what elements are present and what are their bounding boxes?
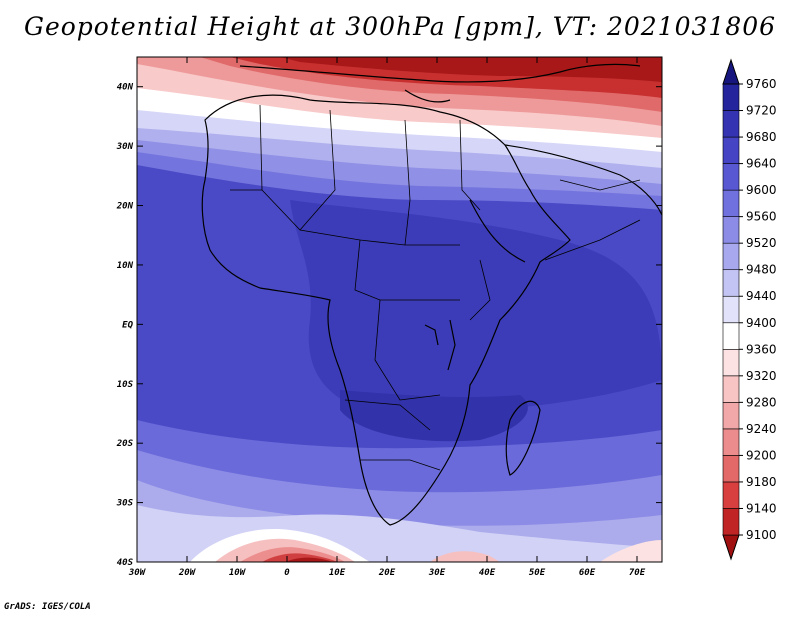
lat-tick-label: 30N <box>116 142 134 152</box>
colorbar-label: 9760 <box>746 77 777 91</box>
colorbar-label: 9680 <box>746 130 777 144</box>
map-frame <box>136 56 663 563</box>
colorbar-segment <box>722 136 740 164</box>
colorbar-label: 9400 <box>746 316 777 330</box>
colorbar-segment <box>722 402 740 430</box>
lat-tick-label: 10N <box>117 261 134 271</box>
colorbar-segment <box>722 83 740 111</box>
colorbar-segment <box>722 481 740 509</box>
colorbar-top-arrow <box>722 58 740 85</box>
lat-tick-label: 20S <box>116 439 134 449</box>
colorbar-label: 9480 <box>746 263 777 277</box>
lat-tick-label: 20N <box>116 202 134 212</box>
height-field <box>137 57 662 562</box>
colorbar-label: 9520 <box>746 236 777 250</box>
lon-tick-label: 30E <box>428 568 446 578</box>
map-title: Geopotential Height at 300hPa [gpm], VT:… <box>23 12 777 41</box>
lon-tick-label: 50E <box>529 568 546 578</box>
colorbar-segment <box>722 216 740 244</box>
colorbar-label: 9320 <box>746 369 777 383</box>
colorbar-segment <box>722 428 740 456</box>
lon-tick-label: 40E <box>479 568 496 578</box>
lon-tick-label: 30W <box>128 568 147 578</box>
colorbar-label: 9240 <box>746 422 777 436</box>
colorbar-label: 9100 <box>746 528 777 542</box>
colorbar: 9100 9140 9180 9200 9240 9280 9320 9360 9400 9440… <box>722 58 777 561</box>
colorbar-segment <box>722 508 740 536</box>
colorbar-segment <box>722 322 740 350</box>
colorbar-label: 9200 <box>746 448 777 462</box>
lon-tick-label: 70E <box>629 568 646 578</box>
colorbar-segment <box>722 269 740 297</box>
colorbar-segment <box>722 295 740 324</box>
lat-tick-label: 40S <box>117 558 134 568</box>
colorbar-segment <box>722 375 740 403</box>
colorbar-label: 9440 <box>746 289 777 303</box>
lon-tick-label: 10W <box>229 568 247 578</box>
colorbar-label: 9600 <box>746 183 777 197</box>
colorbar-label: 9720 <box>746 104 777 118</box>
colorbar-label: 9360 <box>746 342 777 356</box>
lat-tick-label: 30S <box>116 499 134 509</box>
grads-credit: GrADS: IGES/COLA <box>4 602 91 612</box>
colorbar-segment <box>722 242 740 271</box>
lat-tick-label: EQ <box>122 320 133 330</box>
borders <box>230 104 641 471</box>
lat-tick-label: 40N <box>117 83 134 93</box>
lon-tick-label: 20E <box>378 568 396 578</box>
colorbar-segment <box>722 455 740 483</box>
latitude-axis: 40N 30N 20N 10N EQ 10S 20S 30S 40S <box>116 83 662 568</box>
colorbar-segment <box>722 189 740 217</box>
lon-tick-label: 0 <box>284 568 290 578</box>
colorbar-label: 9180 <box>746 475 777 489</box>
lon-tick-label: 10E <box>329 568 346 578</box>
colorbar-label: 9280 <box>746 395 777 409</box>
lat-tick-label: 10S <box>117 380 134 390</box>
colorbar-bottom-arrow <box>722 534 740 561</box>
colorbar-label: 9140 <box>746 501 777 515</box>
lon-tick-label: 60E <box>579 568 596 578</box>
coastlines <box>201 63 662 526</box>
colorbar-segment <box>722 348 740 377</box>
colorbar-label: 9560 <box>746 210 777 224</box>
colorbar-segment <box>722 110 740 138</box>
colorbar-segment <box>722 163 740 191</box>
colorbar-label: 9640 <box>746 157 777 171</box>
lon-tick-label: 20W <box>178 568 197 578</box>
longitude-axis: 30W 20W 10W 0 10E 20E 30E 40E 50E 60E 70E <box>128 57 646 578</box>
